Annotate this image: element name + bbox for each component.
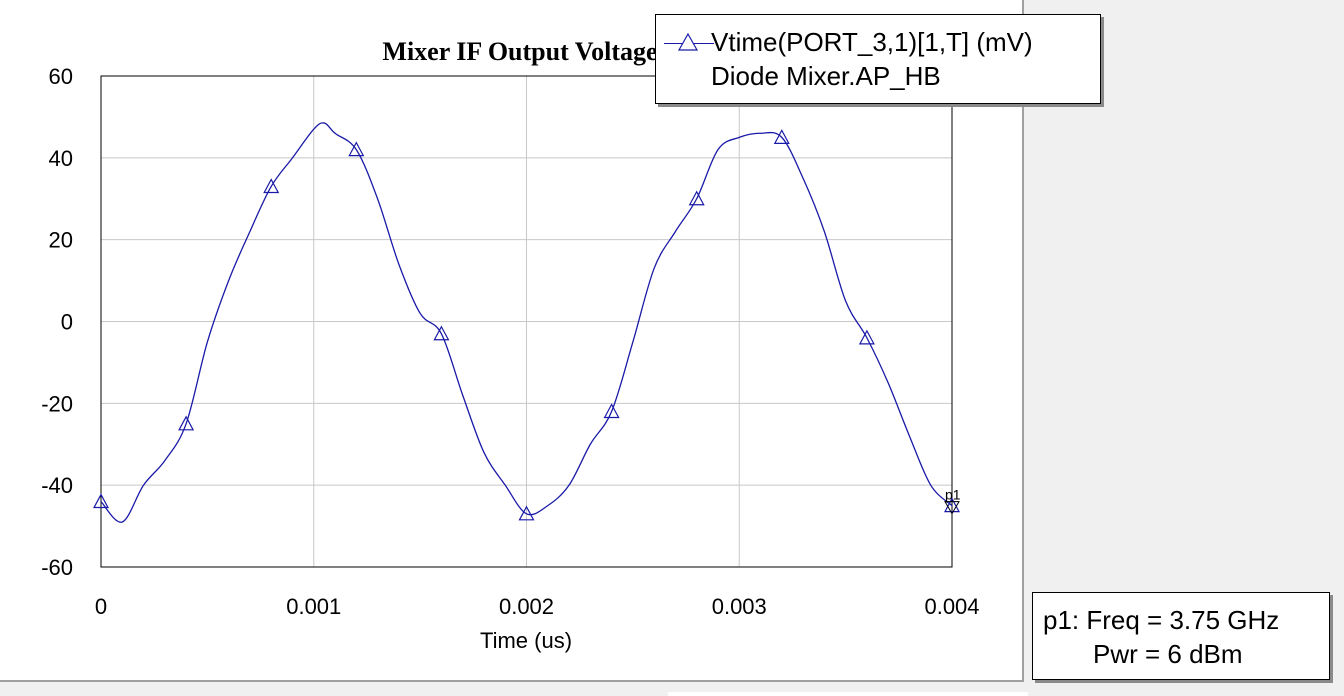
series-layer (100, 122, 953, 523)
legend[interactable]: Vtime(PORT_3,1)[1,T] (mV) Diode Mixer.AP… (655, 14, 1101, 104)
y-tick-label: 60 (49, 64, 73, 89)
marker-layer: p1 (92, 129, 961, 521)
chart-title: Mixer IF Output Voltage (382, 37, 657, 66)
legend-source-name: Diode Mixer.AP_HB (711, 61, 941, 91)
y-tick-label: 20 (49, 228, 73, 253)
series-marker-triangle (858, 329, 875, 345)
series-marker-triangle (688, 190, 705, 206)
x-axis-label: Time (us) (480, 628, 572, 653)
triangle-up-icon (677, 32, 699, 51)
series-marker-triangle (773, 129, 790, 144)
series-line (100, 122, 953, 523)
p1-marker-label: p1 (945, 487, 961, 503)
y-tick-label: 0 (61, 310, 73, 335)
x-tick-label: 0.002 (499, 594, 554, 619)
marker-freq-readout: p1: Freq = 3.75 GHz (1043, 605, 1280, 635)
plot-frame (100, 75, 953, 568)
x-tick-labels: 0 0.001 0.002 0.003 0.004 (95, 594, 980, 619)
y-tick-label: -60 (41, 555, 73, 580)
y-tick-label: 40 (49, 146, 73, 171)
y-tick-label: -40 (41, 473, 73, 498)
y-tick-label: -20 (41, 391, 73, 416)
p1-marker[interactable] (944, 501, 960, 515)
marker-readout[interactable]: p1: Freq = 3.75 GHz Pwr = 6 dBm (1032, 592, 1330, 680)
x-tick-label: 0.001 (286, 594, 341, 619)
series-marker-triangle (263, 178, 280, 194)
legend-series-name: Vtime(PORT_3,1)[1,T] (mV) (711, 27, 1033, 57)
x-tick-label: 0 (95, 594, 107, 619)
series-marker-triangle (92, 493, 110, 509)
series-marker-triangle (433, 325, 450, 341)
marker-power-readout: Pwr = 6 dBm (1093, 639, 1243, 669)
x-tick-label: 0.004 (924, 594, 979, 619)
series-marker-triangle (603, 403, 620, 419)
x-tick-label: 0.003 (712, 594, 767, 619)
series-marker-triangle (178, 415, 195, 431)
series-marker-triangle (518, 505, 535, 521)
y-tick-labels: 60 40 20 0 -20 -40 -60 (41, 64, 73, 580)
grid (100, 75, 953, 568)
series-marker-triangle (943, 497, 961, 513)
status-strip (0, 684, 1344, 696)
series-marker-triangle (348, 141, 365, 157)
